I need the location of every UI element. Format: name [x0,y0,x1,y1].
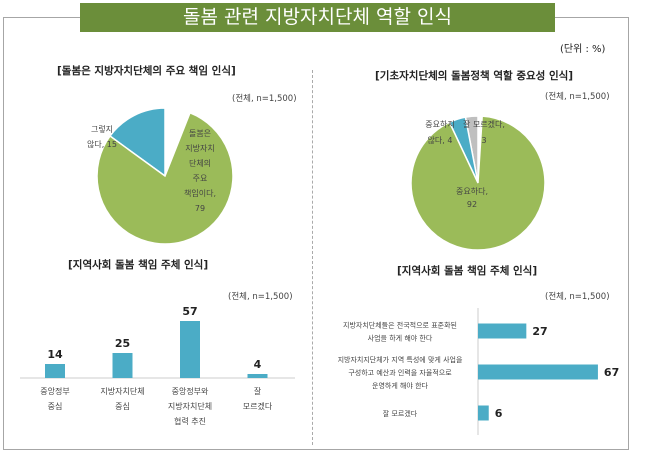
bar [112,353,133,378]
pie1-title: [돌봄은 지방자치단체의 주요 책임 인식] [57,65,236,77]
pie-slice-label: 돌봄은 [189,129,211,138]
pie-slice-label: 그렇지 [91,124,113,134]
bar-value-label: 6 [495,407,503,420]
bar [247,374,268,378]
x-tick-label: 잘 [254,387,262,396]
y-tick-label: 지방자치지단체가 지역 특성에 맞게 사업을 [338,355,463,364]
pie-slice-label: 주요 [193,174,208,183]
y-tick-label: 구성하고 예산과 인력을 자율적으로 [348,368,452,377]
x-tick-label: 중심 [115,401,130,411]
pie2-title: [기초자치단체의 돌봄정책 역할 중요성 인식] [375,70,574,82]
pie-slice-label: 79 [195,204,205,213]
bar-value-label: 25 [115,337,130,350]
pie1-note: (전체, n=1,500) [232,94,297,104]
x-tick-label: 모르겠다 [243,401,273,411]
bar [180,321,200,378]
pie-slice [108,107,166,178]
x-tick-label: 중앙정부와 [172,386,209,396]
page-title: 돌봄 관련 지방자치단체 역할 인식 [80,3,555,32]
x-tick-label: 중앙정부 [40,386,69,396]
pie-slice-label: 잘 모르겠다, [463,119,505,129]
pie-slice-label: 않다, 15 [87,140,117,149]
bar [478,364,598,380]
bar [45,364,65,378]
x-tick-label: 지방자치단체 [100,386,144,396]
unit-label: (단위 : %) [560,44,606,55]
divider [312,70,313,445]
x-tick-label: 협력 추진 [174,416,206,426]
bar-value-label: 14 [47,348,63,361]
bar2-title: [지역사회 돌봄 책임 주체 인식] [397,265,538,277]
pie-slice-label: 92 [467,200,477,209]
pie2-note: (전체, n=1,500) [545,92,610,102]
pie-slice [96,111,234,245]
pie-slice-label: 중요하다, [456,186,488,196]
bar [478,323,527,339]
y-tick-label: 운영하게 해야 한다 [372,381,429,390]
bar-value-label: 57 [182,305,197,318]
bar1-note: (전체, n=1,500) [228,292,293,302]
y-tick-label: 사업을 하게 해야 한다 [368,334,433,343]
bar2-note: (전체, n=1,500) [545,292,610,302]
bar1-title: [지역사회 돌봄 책임 주체 인식] [68,259,209,271]
pie-slice-label: 않다, 4 [428,136,453,145]
x-tick-label: 중심 [48,401,63,411]
bar-value-label: 4 [254,358,262,371]
x-tick-label: 지방자치단체 [168,401,212,411]
pie-slice-label: 책임이다, [184,188,216,198]
bar-value-label: 67 [604,366,619,379]
pie-slice-label: 3 [481,136,486,145]
pie-slice [410,115,546,251]
pie-slice-label: 단체의 [189,158,211,168]
bar [478,405,489,421]
bar-value-label: 27 [532,325,547,338]
pie-slice-label: 중요하지 [425,119,454,129]
y-tick-label: 잘 모르겠다 [383,409,418,418]
pie-slice-label: 지방자치 [185,143,214,153]
y-tick-label: 지방자치단체들은 전국적으로 표준화된 [343,321,457,330]
